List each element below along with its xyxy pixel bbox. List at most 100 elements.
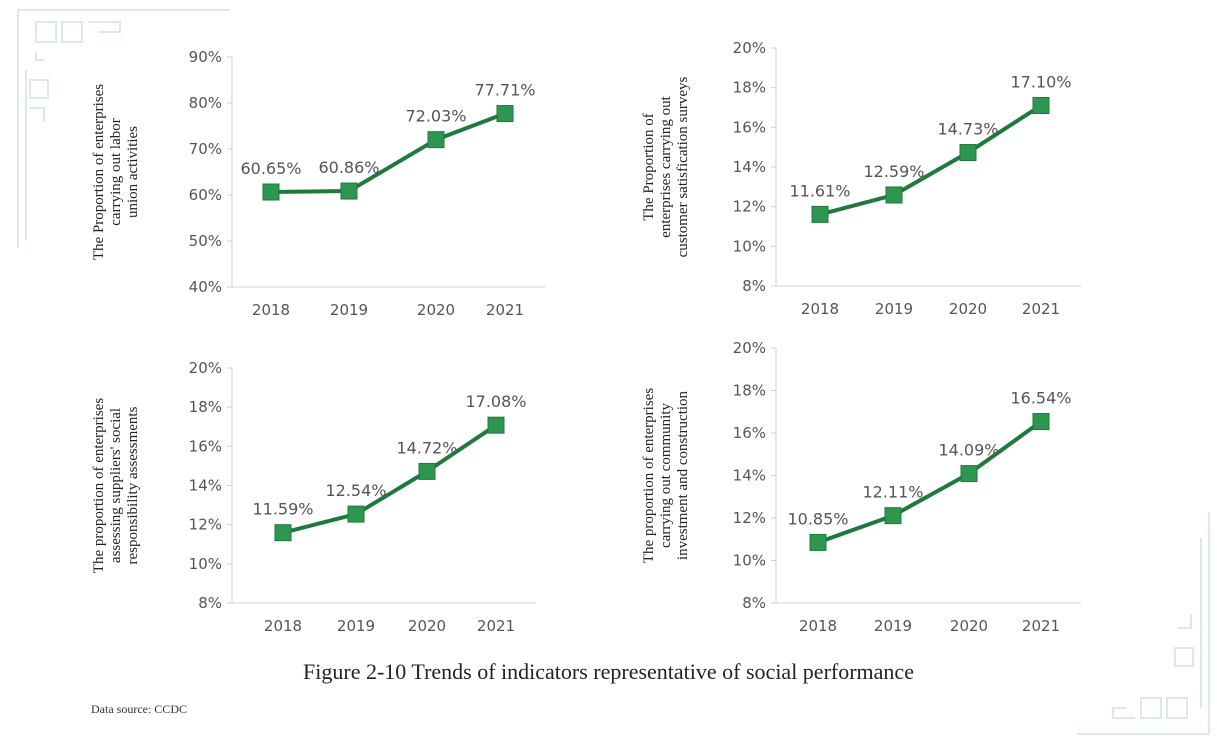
data-source-note: Data source: CCDC	[91, 702, 187, 716]
figure-caption: Figure 2-10 Trends of indicators represe…	[303, 659, 914, 684]
x-tick-label: 2021	[477, 617, 515, 635]
x-tick-label: 2019	[874, 617, 912, 635]
y-tick-label: 10%	[733, 237, 766, 255]
y-axis-title-line: The proportion of enterprises	[641, 388, 657, 564]
y-tick-label: 8%	[742, 277, 766, 295]
data-label: 77.71%	[474, 81, 535, 100]
y-tick-label: 20%	[189, 359, 222, 377]
chart-panel-3: 8% 10% 12% 14% 16% 18% 20% 2018 2019 2020 2021 The …	[91, 359, 536, 635]
y-tick-label: 70%	[189, 140, 222, 158]
data-label: 10.85%	[787, 509, 848, 528]
y-tick-label: 14%	[733, 158, 766, 176]
data-label: 17.10%	[1010, 73, 1071, 92]
data-point-marker	[347, 505, 365, 523]
x-tick-label: 2021	[1022, 617, 1060, 635]
series-line	[817, 419, 1043, 545]
series-line	[270, 111, 506, 195]
chart-panel-1: 40% 50% 60% 70% 80% 90% 2018 2019 2020 2021 The Pr…	[91, 48, 545, 319]
y-tick-label: 80%	[189, 94, 222, 112]
y-tick-label: 10%	[189, 555, 222, 573]
x-tick-label: 2018	[252, 301, 290, 319]
data-label: 11.59%	[252, 500, 313, 519]
y-tick-label: 60%	[189, 186, 222, 204]
y-axis-title-line: enterprises carrying out	[658, 95, 674, 237]
y-tick-label: 16%	[189, 437, 222, 455]
data-label: 16.54%	[1010, 389, 1071, 408]
data-point-marker	[809, 533, 827, 551]
data-point-marker	[1032, 413, 1050, 431]
y-axis-title-line: carrying out community	[658, 403, 674, 548]
x-tick-label: 2021	[486, 301, 524, 319]
x-tick-label: 2020	[408, 617, 446, 635]
data-label: 72.03%	[405, 107, 466, 126]
data-point-marker	[496, 105, 514, 123]
y-tick-label: 16%	[733, 118, 766, 136]
data-point-marker	[487, 416, 505, 434]
y-axis-title-line: The Proportion of	[641, 113, 657, 220]
x-tick-label: 2018	[264, 617, 302, 635]
y-tick-label: 12%	[733, 198, 766, 216]
x-tick-label: 2018	[799, 617, 837, 635]
data-label: 60.86%	[318, 158, 379, 177]
y-axis-title-line: The Proportion of enterprises	[91, 84, 107, 260]
y-tick-label: 14%	[733, 467, 766, 485]
x-tick-label: 2019	[337, 617, 375, 635]
data-label: 14.73%	[937, 120, 998, 139]
data-point-marker	[811, 205, 829, 223]
data-label: 17.08%	[465, 392, 526, 411]
series-line	[282, 423, 498, 535]
data-point-marker	[340, 182, 358, 200]
data-point-marker	[262, 183, 280, 201]
data-label: 14.72%	[396, 438, 457, 457]
y-tick-label: 18%	[189, 398, 222, 416]
x-tick-label: 2018	[801, 300, 839, 318]
top-left-ornament	[17, 9, 230, 248]
y-axis-title-line: investment and construction	[675, 390, 691, 560]
x-tick-label: 2020	[950, 617, 988, 635]
data-label: 12.54%	[325, 481, 386, 500]
y-axis-title-line: union activities	[125, 126, 141, 218]
y-axis-title-line: responsibility assessments	[125, 406, 141, 564]
y-tick-label: 20%	[733, 339, 766, 357]
data-point-marker	[418, 462, 436, 480]
y-tick-label: 10%	[733, 552, 766, 570]
y-tick-label: 8%	[742, 594, 766, 612]
bottom-right-ornament	[1077, 512, 1210, 735]
y-tick-label: 18%	[733, 79, 766, 97]
y-tick-label: 12%	[189, 516, 222, 534]
x-tick-label: 2020	[949, 300, 987, 318]
data-point-marker	[885, 186, 903, 204]
data-point-marker	[959, 144, 977, 162]
y-tick-label: 50%	[189, 232, 222, 250]
x-tick-label: 2019	[875, 300, 913, 318]
y-tick-label: 14%	[189, 477, 222, 495]
data-point-marker	[960, 465, 978, 483]
data-label: 12.11%	[862, 483, 923, 502]
x-tick-label: 2019	[330, 301, 368, 319]
y-tick-label: 16%	[733, 424, 766, 442]
chart-panel-4: 8% 10% 12% 14% 16% 18% 20% 2018 2019 2020 2021 The …	[641, 339, 1081, 635]
data-point-marker	[1032, 97, 1050, 115]
data-point-marker	[427, 131, 445, 149]
y-tick-label: 40%	[189, 278, 222, 296]
x-tick-label: 2020	[417, 301, 455, 319]
y-axis-title-line: customer satisfication surveys	[675, 76, 691, 257]
x-tick-label: 2021	[1022, 300, 1060, 318]
data-label: 11.61%	[789, 181, 850, 200]
y-tick-label: 20%	[733, 39, 766, 57]
chart-panel-2: 8% 10% 12% 14% 16% 18% 20% 2018 2019 2020 2021 The …	[641, 39, 1081, 318]
y-tick-label: 8%	[198, 594, 222, 612]
y-tick-label: 12%	[733, 509, 766, 527]
data-label: 12.59%	[863, 162, 924, 181]
y-tick-label: 18%	[733, 382, 766, 400]
data-point-marker	[884, 507, 902, 525]
series-line	[819, 103, 1043, 217]
data-label: 14.09%	[938, 441, 999, 460]
y-axis-title-line: The proportion of enterprises	[91, 398, 107, 574]
data-label: 60.65%	[240, 159, 301, 178]
y-axis-title-line: assessing suppliers' social	[108, 408, 124, 563]
data-point-marker	[274, 524, 292, 542]
y-axis-title-line: carrying out labor	[108, 118, 124, 225]
y-tick-label: 90%	[189, 48, 222, 66]
